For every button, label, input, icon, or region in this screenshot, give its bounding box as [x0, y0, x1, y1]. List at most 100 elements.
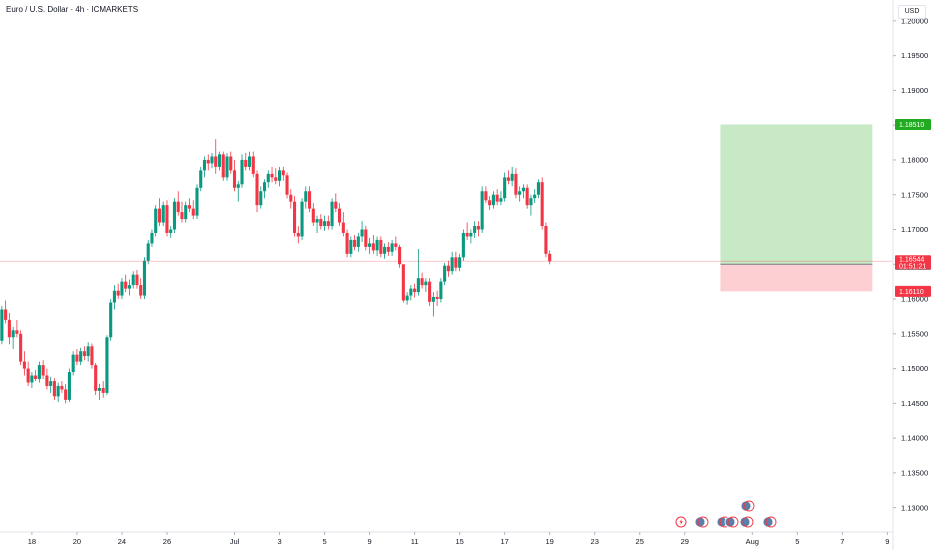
candle [379, 236, 383, 258]
candle-body [368, 243, 372, 247]
candle-body [304, 191, 308, 202]
candle-body [420, 278, 424, 286]
target-zone[interactable] [720, 124, 873, 265]
candle-body [544, 226, 548, 254]
economic-events[interactable] [675, 500, 777, 528]
candle [90, 343, 94, 369]
flag-icon[interactable] [724, 516, 736, 528]
candle [308, 186, 312, 213]
candle [161, 201, 165, 227]
event-icon[interactable] [675, 516, 687, 528]
candle [458, 253, 462, 272]
price-tick-label: 1.15000 [901, 364, 928, 373]
candle [289, 189, 293, 209]
candle [251, 151, 255, 178]
candle [11, 326, 15, 350]
candle-body [64, 389, 68, 400]
candle [195, 184, 199, 220]
candle-body [533, 194, 537, 199]
candle [398, 244, 402, 268]
candle [82, 346, 86, 361]
candle [405, 292, 409, 305]
candle [214, 139, 218, 174]
flag-icon[interactable] [740, 500, 752, 512]
candle [356, 232, 360, 252]
candle [491, 191, 495, 209]
candle [187, 198, 192, 213]
candle-body [176, 201, 180, 213]
stop-price-tag-label: 1.16110 [899, 289, 924, 296]
candle [165, 200, 169, 237]
flag-icon[interactable] [739, 516, 751, 528]
candle-body [277, 170, 282, 181]
candle [41, 360, 45, 380]
candle-body [439, 281, 443, 300]
candle [544, 222, 548, 258]
time-tick-label: 18 [28, 537, 36, 546]
candle-body [26, 368, 30, 383]
candle-body [41, 365, 45, 376]
symbol-title: Euro / U.S. Dollar · 4h · ICMARKETS [6, 5, 139, 14]
candle-body [19, 333, 23, 362]
candle-body [236, 184, 240, 188]
stop-zone[interactable] [720, 264, 873, 292]
candle [202, 156, 207, 178]
candle-body [139, 285, 143, 296]
candle-body [202, 159, 207, 171]
time-tick-label: 20 [73, 537, 81, 546]
flag-icon[interactable] [694, 516, 706, 528]
flag-ring [727, 516, 739, 528]
event-icon[interactable] [694, 516, 709, 528]
candle [157, 198, 162, 227]
candle [199, 166, 203, 192]
event-icon[interactable] [739, 516, 754, 528]
candle [146, 239, 150, 265]
candle-body [60, 385, 64, 390]
event-icon[interactable] [740, 500, 755, 512]
candle [217, 151, 222, 171]
time-tick-label: 5 [322, 537, 326, 546]
candle-body [7, 319, 11, 338]
candle [56, 382, 60, 402]
candle-body [529, 198, 533, 206]
candle [495, 189, 499, 206]
candle-body [398, 246, 402, 265]
candle [15, 319, 19, 338]
time-tick-label: 11 [411, 537, 419, 546]
candle [371, 235, 375, 254]
flag-icon[interactable] [762, 516, 774, 528]
price-axis[interactable]: 1.13000 1.13500 1.14000 1.14500 1.15000 1.155… [892, 0, 928, 550]
candle [79, 347, 83, 366]
position-tool[interactable] [720, 124, 873, 292]
candle [247, 151, 252, 171]
event-icon[interactable] [724, 516, 739, 528]
candle-body [289, 194, 293, 202]
candle [446, 260, 450, 277]
candle [52, 378, 56, 400]
currency-button[interactable]: USD [898, 5, 926, 19]
candle-body [296, 232, 300, 237]
candle [383, 243, 387, 259]
flag-ring [742, 516, 754, 528]
candle [97, 383, 101, 400]
candle [529, 194, 533, 216]
candle [210, 152, 214, 169]
candle-body [465, 232, 469, 237]
candle [37, 361, 41, 383]
candle [431, 292, 435, 317]
candle [439, 278, 443, 303]
candle-body [495, 194, 499, 202]
candle-body [308, 191, 312, 209]
candle-body [135, 274, 139, 286]
time-tick-label: Jul [230, 537, 240, 546]
candle-body [4, 309, 8, 320]
time-axis[interactable]: 18 20 24 26 Jul 3 5 9 11 15 17 19 23 25 29 Aug 5 7 9 [0, 531, 893, 546]
candle [259, 186, 263, 209]
candle-body [480, 191, 484, 230]
time-tick-label: 19 [546, 537, 554, 546]
event-icon[interactable] [762, 516, 777, 528]
candle-body [476, 226, 480, 230]
price-tick-label: 1.19500 [901, 51, 928, 60]
candle [34, 369, 38, 382]
